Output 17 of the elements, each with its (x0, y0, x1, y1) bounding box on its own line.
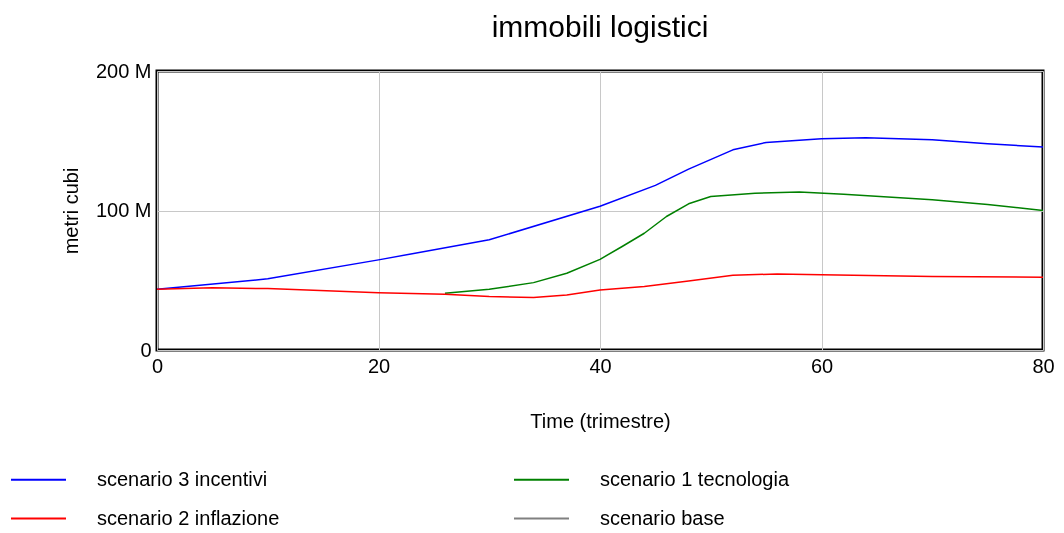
legend-label: scenario base (600, 506, 725, 529)
y-tick-label: 200 M (95, 59, 152, 82)
legend-label: scenario 2 inflazione (97, 506, 280, 529)
x-tick-label: 80 (1032, 354, 1055, 377)
y-axis-title: metri cubi (59, 167, 82, 255)
y-tick-label: 0 (140, 338, 152, 361)
line-series (444, 191, 1044, 294)
line-series (156, 273, 1044, 299)
x-tick-label: 20 (367, 354, 391, 377)
x-tick-label: 60 (810, 354, 834, 377)
x-axis-title: Time (trimestre) (530, 409, 671, 432)
legend-label: scenario 1 tecnologia (600, 467, 790, 490)
x-tick-label: 40 (589, 354, 612, 377)
y-tick-label: 100 M (95, 199, 152, 221)
chart-title: immobili logistici (491, 10, 709, 43)
legend-label: scenario 3 incentivi (97, 467, 268, 490)
line-series (156, 136, 1044, 291)
